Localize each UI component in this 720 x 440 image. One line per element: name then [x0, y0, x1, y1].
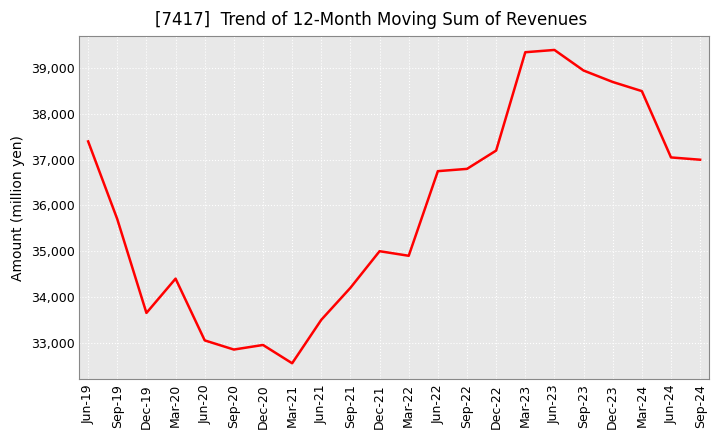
Y-axis label: Amount (million yen): Amount (million yen): [11, 135, 25, 281]
Text: [7417]  Trend of 12-Month Moving Sum of Revenues: [7417] Trend of 12-Month Moving Sum of R…: [155, 11, 588, 29]
